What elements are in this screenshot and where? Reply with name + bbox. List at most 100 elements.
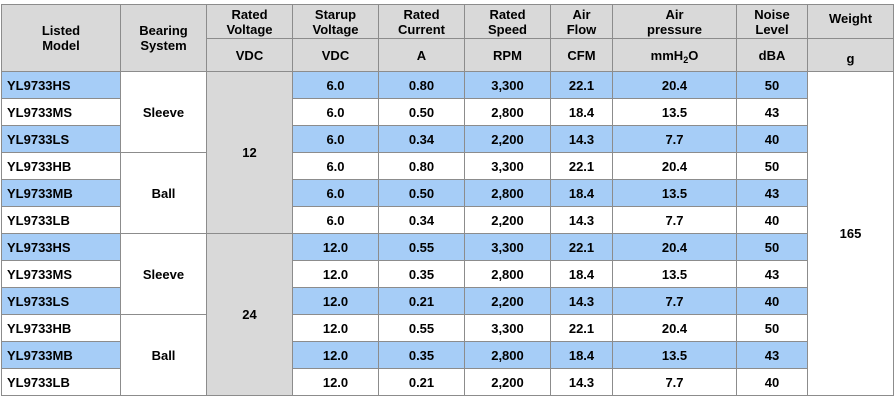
unit-starup: VDC bbox=[292, 38, 379, 72]
header-starup-voltage: Starup Voltage bbox=[292, 4, 379, 39]
header-line: Speed bbox=[487, 21, 527, 37]
table-row: YL9733HS Sleeve 12 6.0 0.80 3,300 22.1 2… bbox=[1, 71, 894, 396]
table-row: YL9733HS Sleeve 24 12.0 0.55 3,300 22.1 … bbox=[1, 233, 894, 396]
table-row: YL9733MB 12.0 0.35 2,800 18.4 13.5 43 bbox=[1, 341, 894, 369]
header-noise-level: Noise Level bbox=[736, 4, 808, 39]
header-air-pressure: Air pressure bbox=[612, 4, 737, 39]
cell-current: 0.34 bbox=[378, 206, 465, 234]
cell-bearing: Sleeve bbox=[120, 233, 207, 315]
cell-noise: 50 bbox=[736, 314, 808, 342]
cell-speed: 3,300 bbox=[464, 314, 551, 342]
cell-pressure: 20.4 bbox=[612, 152, 737, 180]
header-line: Bearing bbox=[139, 23, 188, 38]
cell-model: YL9733LS bbox=[1, 125, 121, 153]
cell-noise: 50 bbox=[736, 152, 808, 180]
header-line: Starup bbox=[314, 6, 357, 22]
cell-flow: 22.1 bbox=[550, 152, 613, 180]
table-row: YL9733HB Ball 12.0 0.55 3,300 22.1 20.4 … bbox=[1, 314, 894, 396]
cell-model: YL9733HS bbox=[1, 233, 121, 261]
cell-starup: 6.0 bbox=[292, 152, 379, 180]
cell-model: YL9733HB bbox=[1, 314, 121, 342]
cell-pressure: 13.5 bbox=[612, 260, 737, 288]
cell-speed: 2,800 bbox=[464, 179, 551, 207]
header-line: pressure bbox=[647, 21, 702, 37]
cell-speed: 2,200 bbox=[464, 125, 551, 153]
cell-weight: 165 bbox=[807, 71, 894, 396]
cell-starup: 12.0 bbox=[292, 287, 379, 315]
unit-noise: dBA bbox=[736, 38, 808, 72]
table-row: YL9733LS 12.0 0.21 2,200 14.3 7.7 40 bbox=[1, 287, 894, 315]
cell-bearing: Sleeve bbox=[120, 71, 207, 153]
cell-pressure: 7.7 bbox=[612, 206, 737, 234]
cell-pressure: 20.4 bbox=[612, 314, 737, 342]
cell-noise: 43 bbox=[736, 98, 808, 126]
cell-current: 0.80 bbox=[378, 71, 465, 99]
cell-current: 0.55 bbox=[378, 233, 465, 261]
header-line: Rated bbox=[231, 6, 268, 22]
cell-current: 0.34 bbox=[378, 125, 465, 153]
cell-starup: 12.0 bbox=[292, 341, 379, 369]
fan-spec-table: Listed Model Bearing System Rated Voltage S… bbox=[1, 4, 894, 396]
cell-current: 0.21 bbox=[378, 287, 465, 315]
unit-voltage: VDC bbox=[206, 38, 293, 72]
cell-pressure: 7.7 bbox=[612, 368, 737, 396]
cell-starup: 6.0 bbox=[292, 179, 379, 207]
table-row: YL9733HB Ball 6.0 0.80 3,300 22.1 20.4 5… bbox=[1, 152, 894, 234]
cell-model: YL9733MS bbox=[1, 260, 121, 288]
unit-subscript: 2 bbox=[683, 54, 689, 65]
unit-speed: RPM bbox=[464, 38, 551, 72]
header-line: Model bbox=[42, 38, 80, 53]
header-line: Noise bbox=[754, 6, 790, 22]
table-row: YL9733LB 12.0 0.21 2,200 14.3 7.7 40 bbox=[1, 368, 894, 396]
table-row: YL9733MS 6.0 0.50 2,800 18.4 13.5 43 bbox=[1, 98, 894, 126]
unit-part: O bbox=[688, 47, 699, 63]
cell-speed: 3,300 bbox=[464, 152, 551, 180]
cell-pressure: 7.7 bbox=[612, 125, 737, 153]
header-line: Rated bbox=[489, 6, 526, 22]
header-rated-voltage: Rated Voltage bbox=[206, 4, 293, 39]
table-row: YL9733MS 12.0 0.35 2,800 18.4 13.5 43 bbox=[1, 260, 894, 288]
cell-starup: 6.0 bbox=[292, 71, 379, 99]
header-line: Voltage bbox=[226, 21, 273, 37]
cell-noise: 43 bbox=[736, 341, 808, 369]
header-line: Voltage bbox=[312, 21, 359, 37]
cell-speed: 2,200 bbox=[464, 206, 551, 234]
cell-noise: 43 bbox=[736, 179, 808, 207]
header-line: Current bbox=[398, 21, 445, 37]
cell-model: YL9733LB bbox=[1, 368, 121, 396]
cell-starup: 12.0 bbox=[292, 233, 379, 261]
cell-speed: 2,200 bbox=[464, 287, 551, 315]
cell-flow: 22.1 bbox=[550, 314, 613, 342]
cell-pressure: 20.4 bbox=[612, 233, 737, 261]
cell-current: 0.35 bbox=[378, 260, 465, 288]
cell-model: YL9733HB bbox=[1, 152, 121, 180]
cell-speed: 2,800 bbox=[464, 341, 551, 369]
cell-speed: 2,800 bbox=[464, 260, 551, 288]
header-line: System bbox=[140, 38, 187, 53]
cell-speed: 2,800 bbox=[464, 98, 551, 126]
cell-current: 0.21 bbox=[378, 368, 465, 396]
cell-starup: 12.0 bbox=[292, 260, 379, 288]
cell-model: YL9733MB bbox=[1, 179, 121, 207]
cell-rated-voltage: 12 bbox=[206, 71, 293, 234]
cell-current: 0.55 bbox=[378, 314, 465, 342]
cell-noise: 40 bbox=[736, 125, 808, 153]
cell-flow: 22.1 bbox=[550, 71, 613, 99]
header-line: Air bbox=[665, 6, 684, 22]
cell-model: YL9733MB bbox=[1, 341, 121, 369]
header-line: Listed bbox=[41, 23, 81, 38]
header-rated-current: Rated Current bbox=[378, 4, 465, 39]
cell-rated-voltage: 24 bbox=[206, 233, 293, 396]
cell-flow: 14.3 bbox=[550, 125, 613, 153]
cell-flow: 14.3 bbox=[550, 287, 613, 315]
unit-flow: CFM bbox=[550, 38, 613, 72]
cell-bearing: Ball bbox=[120, 152, 207, 234]
cell-noise: 40 bbox=[736, 368, 808, 396]
cell-current: 0.50 bbox=[378, 98, 465, 126]
cell-flow: 18.4 bbox=[550, 179, 613, 207]
cell-pressure: 13.5 bbox=[612, 179, 737, 207]
header-listed-model: Listed Model bbox=[1, 4, 121, 72]
cell-speed: 3,300 bbox=[464, 233, 551, 261]
cell-noise: 40 bbox=[736, 287, 808, 315]
cell-model: YL9733MS bbox=[1, 98, 121, 126]
